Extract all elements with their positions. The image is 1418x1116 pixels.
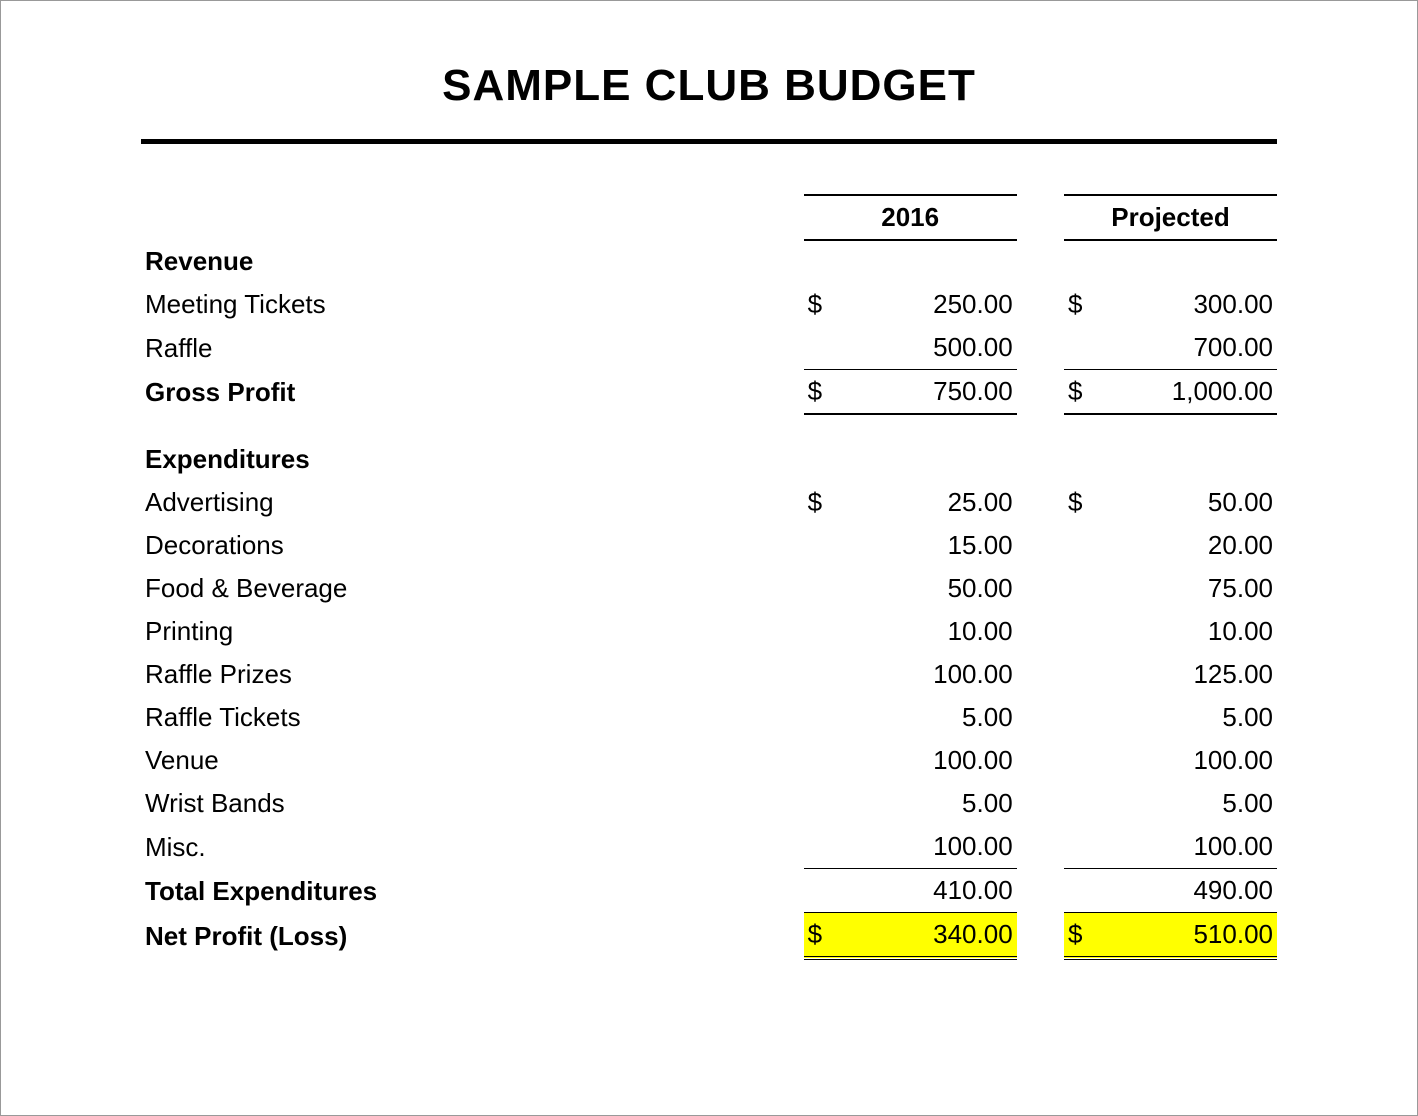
expenditures-heading: Expenditures — [141, 438, 804, 481]
spacer-row — [141, 414, 1277, 438]
column-header-row: 2016 Projected — [141, 195, 1277, 240]
table-row: Venue 100.00 100.00 — [141, 739, 1277, 782]
cell-value: 5.00 — [1111, 696, 1277, 739]
line-label: Raffle Tickets — [141, 696, 804, 739]
cell-value: 125.00 — [1111, 653, 1277, 696]
cell-value: 510.00 — [1111, 913, 1277, 959]
document-page: SAMPLE CLUB BUDGET 2016 Projected Revenu… — [0, 0, 1418, 1116]
line-label: Decorations — [141, 524, 804, 567]
cell-value: 700.00 — [1111, 326, 1277, 370]
table-row: Raffle 500.00 700.00 — [141, 326, 1277, 370]
title-rule — [141, 139, 1277, 144]
cell-value: 1,000.00 — [1111, 370, 1277, 415]
table-row: Wrist Bands 5.00 5.00 — [141, 782, 1277, 825]
table-row: Food & Beverage 50.00 75.00 — [141, 567, 1277, 610]
currency-symbol: $ — [804, 481, 851, 524]
currency-symbol: $ — [1064, 283, 1111, 326]
gross-profit-row: Gross Profit $ 750.00 $ 1,000.00 — [141, 370, 1277, 415]
line-label: Misc. — [141, 825, 804, 869]
table-row: Raffle Tickets 5.00 5.00 — [141, 696, 1277, 739]
line-label: Meeting Tickets — [141, 283, 804, 326]
gross-profit-label: Gross Profit — [141, 370, 804, 415]
total-expenditures-row: Total Expenditures 410.00 490.00 — [141, 869, 1277, 913]
table-row: Printing 10.00 10.00 — [141, 610, 1277, 653]
revenue-heading-row: Revenue — [141, 240, 1277, 283]
expenditures-heading-row: Expenditures — [141, 438, 1277, 481]
currency-symbol: $ — [1064, 481, 1111, 524]
cell-value: 15.00 — [851, 524, 1017, 567]
cell-value: 5.00 — [851, 782, 1017, 825]
budget-table: 2016 Projected Revenue Meeting Tickets $… — [141, 194, 1277, 960]
cell-value: 10.00 — [1111, 610, 1277, 653]
cell-value: 750.00 — [851, 370, 1017, 415]
currency-symbol: $ — [1064, 370, 1111, 415]
total-expenditures-label: Total Expenditures — [141, 869, 804, 913]
currency-symbol: $ — [804, 283, 851, 326]
currency-symbol: $ — [804, 370, 851, 415]
revenue-heading: Revenue — [141, 240, 804, 283]
cell-value: 100.00 — [1111, 825, 1277, 869]
cell-value: 250.00 — [851, 283, 1017, 326]
cell-value: 20.00 — [1111, 524, 1277, 567]
cell-value: 50.00 — [851, 567, 1017, 610]
cell-value: 50.00 — [1111, 481, 1277, 524]
cell-value: 10.00 — [851, 610, 1017, 653]
net-profit-label: Net Profit (Loss) — [141, 913, 804, 959]
line-label: Raffle — [141, 326, 804, 370]
cell-value: 75.00 — [1111, 567, 1277, 610]
cell-value: 100.00 — [1111, 739, 1277, 782]
line-label: Advertising — [141, 481, 804, 524]
line-label: Printing — [141, 610, 804, 653]
line-label: Food & Beverage — [141, 567, 804, 610]
table-row: Advertising $ 25.00 $ 50.00 — [141, 481, 1277, 524]
cell-value: 500.00 — [851, 326, 1017, 370]
cell-value: 5.00 — [1111, 782, 1277, 825]
cell-value: 300.00 — [1111, 283, 1277, 326]
table-row: Meeting Tickets $ 250.00 $ 300.00 — [141, 283, 1277, 326]
cell-value: 25.00 — [851, 481, 1017, 524]
table-row: Raffle Prizes 100.00 125.00 — [141, 653, 1277, 696]
cell-value: 340.00 — [851, 913, 1017, 959]
column-header-2016: 2016 — [804, 195, 1017, 240]
line-label: Venue — [141, 739, 804, 782]
line-label: Wrist Bands — [141, 782, 804, 825]
cell-value: 490.00 — [1111, 869, 1277, 913]
cell-value: 100.00 — [851, 653, 1017, 696]
line-label: Raffle Prizes — [141, 653, 804, 696]
currency-symbol: $ — [804, 913, 851, 959]
table-row: Decorations 15.00 20.00 — [141, 524, 1277, 567]
net-profit-row: Net Profit (Loss) $ 340.00 $ 510.00 — [141, 913, 1277, 959]
document-title: SAMPLE CLUB BUDGET — [141, 61, 1277, 111]
cell-value: 5.00 — [851, 696, 1017, 739]
currency-symbol: $ — [1064, 913, 1111, 959]
cell-value: 100.00 — [851, 739, 1017, 782]
column-header-projected: Projected — [1064, 195, 1277, 240]
cell-value: 100.00 — [851, 825, 1017, 869]
table-row: Misc. 100.00 100.00 — [141, 825, 1277, 869]
cell-value: 410.00 — [851, 869, 1017, 913]
